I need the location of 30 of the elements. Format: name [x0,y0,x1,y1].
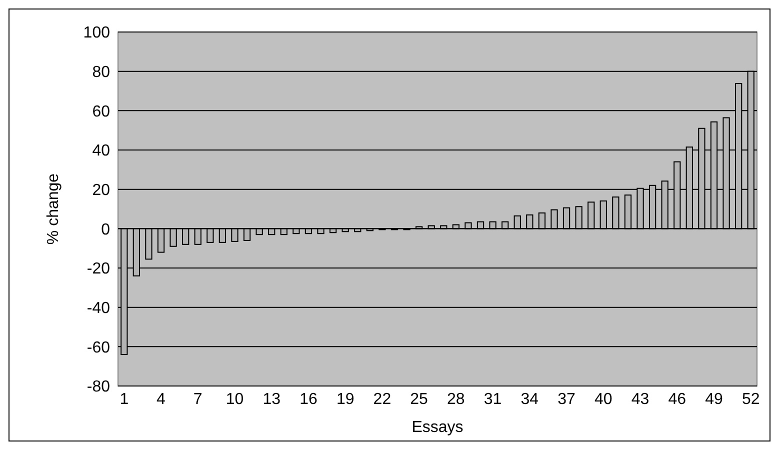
x-tick-label: 13 [262,391,281,408]
x-tick-label: 52 [742,391,760,408]
y-tick-label: 40 [92,142,110,160]
x-tick-label: 31 [484,391,502,408]
y-axis-title: % change [45,173,62,245]
x-tick-label: 4 [156,391,166,408]
x-tick-label: 16 [300,391,318,408]
y-tick-label: -20 [86,260,110,278]
x-tick-label: 34 [520,391,539,408]
x-tick-label: 10 [226,391,244,408]
y-tick-label: 0 [101,221,110,238]
y-tick-label: 80 [92,64,110,81]
x-axis-title: Essays [412,419,464,436]
x-tick-label: 40 [594,391,612,408]
x-tick-label: 28 [447,391,465,408]
x-tick-label: 22 [373,391,392,408]
y-tick-label: -60 [86,339,110,356]
x-tick-label: 43 [631,391,650,408]
y-tick-label: 20 [92,182,110,199]
x-tick-label: 1 [120,391,129,408]
x-tick-label: 19 [336,391,354,408]
y-tick-label: -80 [86,378,110,396]
x-tick-label: 37 [558,391,576,408]
x-tick-label: 49 [705,391,723,408]
y-tick-label: 60 [92,103,110,120]
y-tick-label: -40 [86,300,110,317]
x-tick-label: 7 [193,391,202,408]
y-tick-label: 100 [83,24,110,42]
x-tick-label: 25 [410,391,428,408]
x-tick-label: 46 [668,391,686,408]
